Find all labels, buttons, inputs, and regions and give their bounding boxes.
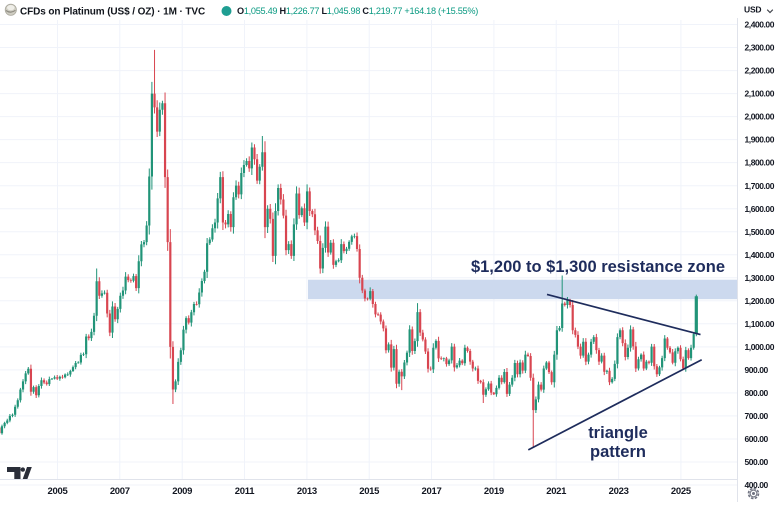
svg-text:700.00: 700.00 xyxy=(745,411,769,421)
svg-text:2025: 2025 xyxy=(671,486,692,497)
svg-text:$1,200 to $1,300 resistance zo: $1,200 to $1,300 resistance zone xyxy=(471,258,725,276)
svg-text:O1,055.49 H1,226.77 L1,045.98: O1,055.49 H1,226.77 L1,045.98 C1,219.77 … xyxy=(237,6,478,17)
svg-text:600.00: 600.00 xyxy=(745,434,769,444)
svg-text:1,300.00: 1,300.00 xyxy=(745,273,775,283)
svg-text:500.00: 500.00 xyxy=(745,457,769,467)
svg-text:2,000.00: 2,000.00 xyxy=(745,112,775,122)
svg-text:1,600.00: 1,600.00 xyxy=(745,204,775,214)
svg-text:400.00: 400.00 xyxy=(745,480,769,490)
svg-text:2021: 2021 xyxy=(546,486,567,497)
svg-text:1,400.00: 1,400.00 xyxy=(745,250,775,260)
svg-text:2015: 2015 xyxy=(359,486,380,497)
svg-text:2011: 2011 xyxy=(235,486,255,497)
svg-text:1,100.00: 1,100.00 xyxy=(745,319,775,329)
svg-text:2023: 2023 xyxy=(609,486,629,497)
svg-text:2013: 2013 xyxy=(297,486,317,497)
svg-text:800.00: 800.00 xyxy=(745,388,769,398)
svg-text:2019: 2019 xyxy=(484,486,504,497)
svg-text:2005: 2005 xyxy=(48,486,69,497)
svg-text:2,400.00: 2,400.00 xyxy=(745,20,775,30)
svg-text:2007: 2007 xyxy=(110,486,130,497)
svg-text:1,700.00: 1,700.00 xyxy=(745,181,775,191)
svg-text:CFDs on Platinum (US$ / OZ) ·: CFDs on Platinum (US$ / OZ) · 1M · TVC xyxy=(20,6,205,17)
svg-text:pattern: pattern xyxy=(590,443,646,461)
svg-text:1,000.00: 1,000.00 xyxy=(745,342,775,352)
svg-text:2,100.00: 2,100.00 xyxy=(745,89,775,99)
svg-text:2,200.00: 2,200.00 xyxy=(745,66,775,76)
svg-text:USD: USD xyxy=(744,4,761,14)
svg-text:1,900.00: 1,900.00 xyxy=(745,135,775,145)
svg-text:1,500.00: 1,500.00 xyxy=(745,227,775,237)
svg-text:triangle: triangle xyxy=(588,424,648,442)
svg-text:1,200.00: 1,200.00 xyxy=(745,296,775,306)
svg-text:2009: 2009 xyxy=(172,486,192,497)
svg-text:900.00: 900.00 xyxy=(745,365,769,375)
svg-text:2,300.00: 2,300.00 xyxy=(745,43,775,53)
svg-text:1,800.00: 1,800.00 xyxy=(745,158,775,168)
svg-text:2017: 2017 xyxy=(422,486,442,497)
